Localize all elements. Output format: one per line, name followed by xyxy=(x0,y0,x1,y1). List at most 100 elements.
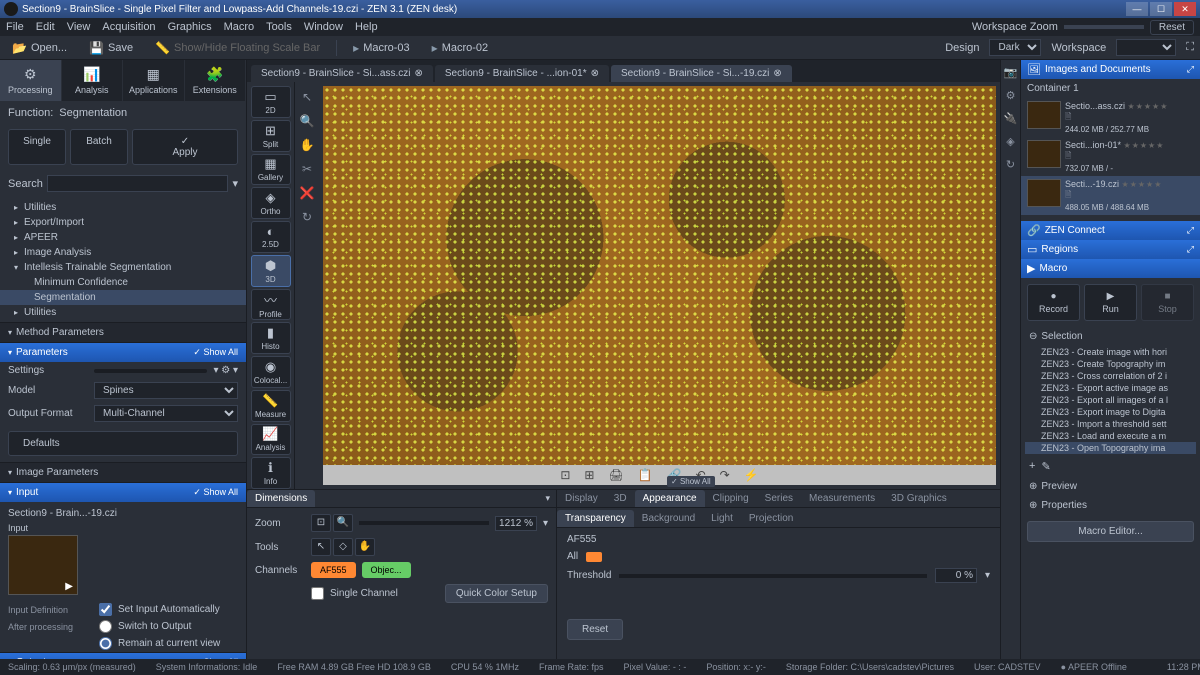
document-item[interactable]: Sectio...ass.czi ★★★★★🗎244.02 MB / 252.7… xyxy=(1021,98,1200,137)
save-button[interactable]: 💾Save xyxy=(83,39,139,57)
right-strip-tool[interactable]: ↻ xyxy=(1006,158,1015,171)
image-parameters-header[interactable]: ▾Image Parameters xyxy=(0,462,246,482)
small-tool[interactable]: ✂ xyxy=(302,162,312,176)
selection-header[interactable]: ⊖Selection xyxy=(1021,327,1200,346)
zoom-100-button[interactable]: 🔍 xyxy=(333,514,353,532)
apptab-transparency[interactable]: Transparency xyxy=(557,510,634,527)
properties-header[interactable]: ⊕Properties xyxy=(1021,496,1200,515)
viewtool-25d[interactable]: ◐2.5D xyxy=(251,221,291,253)
document-item[interactable]: Secti...ion-01* ★★★★★🗎732.07 MB / - xyxy=(1021,137,1200,176)
menu-tools[interactable]: Tools xyxy=(266,21,292,33)
close-button[interactable]: ✕ xyxy=(1174,2,1196,16)
tree-item[interactable]: ▸Export/Import xyxy=(0,215,246,230)
document-tab[interactable]: Section9 - BrainSlice - Si...ass.czi⊗ xyxy=(251,65,433,82)
tree-item[interactable]: ▾Intellesis Trainable Segmentation xyxy=(0,260,246,275)
tool-pan[interactable]: ✋ xyxy=(355,538,375,556)
tree-item[interactable]: ▸APEER xyxy=(0,230,246,245)
run-button[interactable]: ▶Run xyxy=(1084,284,1137,321)
macro-list-item[interactable]: ZEN23 - Export all images of a l xyxy=(1025,394,1196,406)
zen-connect-header[interactable]: 🔗ZEN Connect⤢ xyxy=(1021,221,1200,240)
channel-objec[interactable]: Objec... xyxy=(362,562,411,578)
input-header[interactable]: ▾InputShow All xyxy=(0,482,246,502)
set-input-auto-checkbox[interactable] xyxy=(99,603,112,616)
lefttab-applications[interactable]: ▦Applications xyxy=(123,60,185,101)
disptab-display[interactable]: Display xyxy=(557,490,606,507)
disptab-measurements[interactable]: Measurements xyxy=(801,490,883,507)
workspace-select[interactable] xyxy=(1116,39,1176,56)
channel-af555[interactable]: AF555 xyxy=(311,562,356,578)
viewtool-2d[interactable]: ▭2D xyxy=(251,86,291,118)
threshold-slider[interactable] xyxy=(619,574,927,578)
search-input[interactable] xyxy=(47,175,229,192)
macro-03-button[interactable]: ▸Macro-03 xyxy=(347,39,416,57)
disptab-appearance[interactable]: Appearance xyxy=(635,490,705,507)
menu-window[interactable]: Window xyxy=(304,21,343,33)
lefttab-processing[interactable]: ⚙Processing xyxy=(0,60,62,101)
close-tab-icon[interactable]: ⊗ xyxy=(415,68,423,79)
appearance-reset-button[interactable]: Reset xyxy=(567,619,623,640)
image-toolbar-button[interactable]: ⊡ xyxy=(560,468,570,482)
theme-select[interactable]: Dark xyxy=(989,39,1041,56)
viewtool-3d[interactable]: ⬢3D xyxy=(251,255,291,287)
viewtool-measure[interactable]: 📏Measure xyxy=(251,390,291,422)
tree-item[interactable]: ▸Utilities xyxy=(0,305,246,320)
macro-list-item[interactable]: ZEN23 - Open Topography ima xyxy=(1025,442,1196,454)
settings-slider[interactable] xyxy=(94,369,207,373)
af555-swatch[interactable] xyxy=(586,552,602,562)
viewtool-split[interactable]: ⊞Split xyxy=(251,120,291,152)
defaults-button[interactable]: Defaults xyxy=(8,431,238,456)
disptab-clipping[interactable]: Clipping xyxy=(705,490,757,507)
close-tab-icon[interactable]: ⊗ xyxy=(591,68,599,79)
small-tool[interactable]: ↻ xyxy=(302,210,312,224)
search-dropdown-icon[interactable]: ▾ xyxy=(232,177,238,190)
apptab-light[interactable]: Light xyxy=(703,510,741,527)
tool-nav[interactable]: ◇ xyxy=(333,538,353,556)
images-documents-header[interactable]: 🖼Images and Documents⤢ xyxy=(1021,60,1200,79)
output-header[interactable]: ▾OutputShow All xyxy=(0,652,246,659)
macro-list-item[interactable]: ZEN23 - Load and execute a m xyxy=(1025,430,1196,442)
macro-list-item[interactable]: ZEN23 - Export image to Digita xyxy=(1025,406,1196,418)
menu-file[interactable]: File xyxy=(6,21,24,33)
menu-help[interactable]: Help xyxy=(355,21,378,33)
model-select[interactable]: Spines xyxy=(94,382,238,399)
small-tool[interactable]: ↖ xyxy=(302,90,312,104)
switch-output-radio[interactable] xyxy=(99,620,112,633)
workspace-zoom-slider[interactable] xyxy=(1064,25,1144,29)
image-toolbar-button[interactable]: ⊞ xyxy=(584,468,594,482)
parameters-header[interactable]: ▾ParametersShow All xyxy=(0,342,246,362)
viewtool-info[interactable]: ℹInfo xyxy=(251,457,291,489)
menu-graphics[interactable]: Graphics xyxy=(168,21,212,33)
stop-button[interactable]: ■Stop xyxy=(1141,284,1194,321)
macro-tool-2[interactable]: ✎ xyxy=(1041,460,1050,473)
menu-macro[interactable]: Macro xyxy=(224,21,255,33)
tree-item[interactable]: Segmentation xyxy=(0,290,246,305)
menu-view[interactable]: View xyxy=(67,21,91,33)
menu-acquisition[interactable]: Acquisition xyxy=(102,21,155,33)
floating-scalebar-button[interactable]: 📏Show/Hide Floating Scale Bar xyxy=(149,39,326,57)
tool-arrow[interactable]: ↖ xyxy=(311,538,331,556)
zoom-slider[interactable] xyxy=(359,521,489,525)
macro-list-item[interactable]: ZEN23 - Cross correlation of 2 i xyxy=(1025,370,1196,382)
small-tool[interactable]: ✋ xyxy=(300,138,315,152)
close-tab-icon[interactable]: ⊗ xyxy=(773,68,781,79)
viewtool-ortho[interactable]: ◈Ortho xyxy=(251,187,291,219)
apptab-projection[interactable]: Projection xyxy=(741,510,801,527)
right-strip-tool[interactable]: 🔌 xyxy=(1004,112,1018,125)
regions-header[interactable]: ▭Regions⤢ xyxy=(1021,240,1200,259)
lefttab-extensions[interactable]: 🧩Extensions xyxy=(185,60,247,101)
method-parameters-header[interactable]: ▾Method Parameters xyxy=(0,322,246,342)
small-tool[interactable]: ❌ xyxy=(300,186,315,200)
disptab-3d[interactable]: 3D xyxy=(606,490,635,507)
viewtool-histo[interactable]: ▮Histo xyxy=(251,322,291,354)
macro-editor-button[interactable]: Macro Editor... xyxy=(1027,521,1194,542)
macro-02-button[interactable]: ▸Macro-02 xyxy=(426,39,495,57)
quick-color-button[interactable]: Quick Color Setup xyxy=(445,584,548,603)
macro-list-item[interactable]: ZEN23 - Create Topography im xyxy=(1025,358,1196,370)
image-toolbar-button[interactable]: 📋 xyxy=(638,468,653,482)
viewtool-gallery[interactable]: ▦Gallery xyxy=(251,154,291,186)
image-canvas[interactable] xyxy=(323,86,996,465)
expand-icon[interactable]: ⛶ xyxy=(1186,41,1194,54)
zoom-value[interactable]: 1212 % xyxy=(495,516,537,531)
remain-view-radio[interactable] xyxy=(99,637,112,650)
record-button[interactable]: ●Record xyxy=(1027,284,1080,321)
